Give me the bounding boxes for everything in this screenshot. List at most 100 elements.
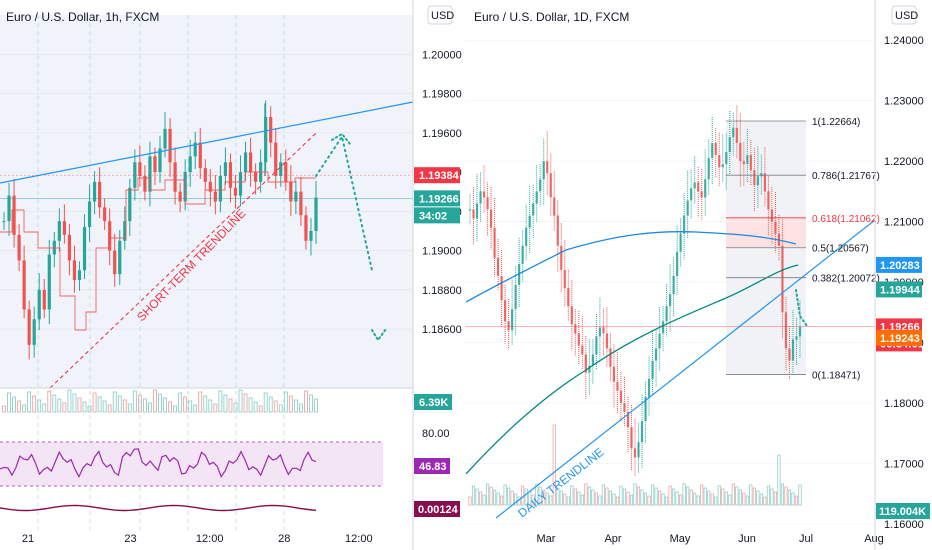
daily-volume-bar [640,489,644,506]
hourly-candle [193,131,197,170]
daily-volume-bar [584,483,588,506]
daily-candle [577,311,580,365]
hourly-volume-bar [27,391,32,413]
svg-text:1.19384: 1.19384 [419,170,460,182]
daily-y-tick: 1.22000 [884,156,924,168]
hourly-candle [2,212,6,230]
daily-volume-bar [665,496,669,506]
daily-candle [721,134,724,183]
hourly-volume-bar [263,392,268,413]
hourly-candle [274,127,278,189]
daily-candle [767,176,770,236]
daily-volume-bar [717,485,721,506]
daily-candle [560,223,563,293]
daily-volume-bar [542,489,546,506]
daily-volume-bar [552,424,556,506]
svg-text:1.19266: 1.19266 [419,193,459,205]
daily-volume-bar [682,483,686,506]
daily-candle [749,139,752,186]
hourly-candle [218,165,222,213]
hourly-x-tick: 12:00 [196,533,224,545]
hourly-projection-path [315,134,373,272]
daily-volume-bar [622,488,627,506]
fib-level-label: 0.5(1.20567) [812,244,869,255]
daily-volume-bar [619,485,623,506]
daily-volume-bar [636,486,641,506]
daily-volume-bar [661,493,665,506]
hourly-volume-bar [158,393,162,413]
daily-candle [595,314,598,370]
daily-candle [514,266,517,336]
daily-volume-bar [759,493,763,506]
daily-volume-bar [489,486,493,506]
daily-volume-bar [496,492,500,506]
daily-volume-bar [615,496,619,506]
hourly-candle [299,176,303,227]
hourly-volume-bar [112,391,117,413]
daily-volume-bar [507,487,511,506]
daily-candle [700,168,703,220]
hourly-volume-bar [243,393,248,413]
hourly-candle [173,147,177,205]
daily-volume-bar [570,485,574,506]
hourly-volume-bar [228,398,233,413]
daily-candle [588,339,591,396]
hourly-candle [309,218,313,256]
hourly-candle [213,174,217,215]
hourly-volume-bar [148,402,152,413]
hourly-candle [294,180,298,215]
daily-volume-bar [780,483,784,506]
daily-volume-bar [503,484,507,506]
daily-volume-bar [766,485,770,506]
daily-volume-bar [689,489,693,506]
hourly-candle [153,147,157,185]
daily-candle [718,132,721,186]
daily-candle [549,154,552,217]
hourly-volume-bar [293,399,298,413]
hourly-volume-bar [278,404,283,413]
hourly-chart-title: Euro / U.S. Dollar, 1h, FXCM [6,10,159,24]
daily-candle [707,139,710,195]
daily-candle [697,167,700,218]
hourly-candle [168,118,172,177]
hourly-candle [123,206,127,250]
hourly-volume-bar [37,399,42,413]
daily-volume-bar [773,491,777,506]
daily-volume-bar [675,491,679,506]
hourly-volume-bar [82,401,87,413]
daily-volume-bar [468,496,472,506]
daily-volume-bar [735,486,739,506]
daily-volume-bar [745,495,749,506]
daily-volume-bar [742,492,746,506]
daily-candle [493,197,496,277]
daily-candle [647,356,651,416]
hourly-volume-bar [193,404,198,413]
hourly-y-tick: 1.19600 [422,128,462,140]
daily-x-tick: Jul [799,533,813,545]
daily-candle [725,133,728,191]
daily-x-tick: Jun [738,533,756,545]
hourly-candle [254,163,258,195]
daily-volume-bar [559,490,563,506]
daily-volume-bar [549,495,553,506]
hourly-candle [178,182,182,213]
hourly-y-tick: 1.20000 [422,49,462,61]
daily-volume-bar [475,488,479,506]
hourly-chart-panel[interactable]: Euro / U.S. Dollar, 1h, FXCM USD 1.20000… [0,0,466,550]
daily-candle [574,309,577,356]
daily-price-tag: 1.19243 [876,329,922,346]
hourly-candle [143,165,147,201]
daily-candle [556,200,559,272]
daily-candle [781,219,784,339]
fib-level-label: 1(1.22664) [812,117,860,128]
daily-volume-bar [580,494,584,506]
daily-volume-bar [658,490,662,506]
hourly-volume-bar [218,390,223,413]
daily-volume-bar [471,485,476,506]
daily-y-tick: 1.24000 [884,35,924,47]
daily-volume-bar [493,489,497,506]
daily-candle [704,149,707,217]
daily-candle [500,249,503,327]
hourly-y-tick: 1.19000 [422,246,462,258]
daily-chart-panel[interactable]: Euro / U.S. Dollar, 1D, FXCM USD 1(1.226… [466,0,932,550]
